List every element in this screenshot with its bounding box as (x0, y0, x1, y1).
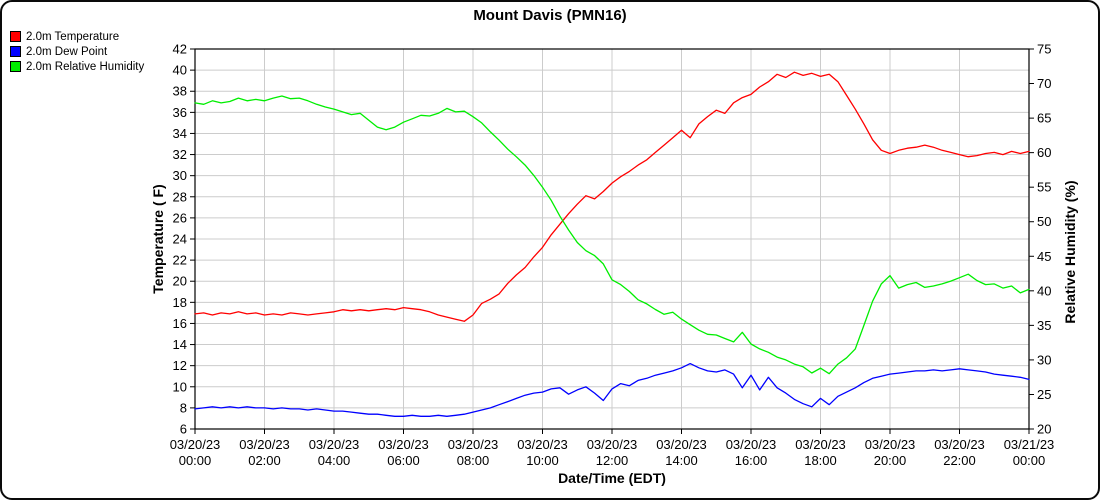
svg-text:18: 18 (173, 295, 187, 310)
legend-item-label: 2.0m Temperature (26, 30, 120, 43)
svg-text:30: 30 (173, 168, 187, 183)
svg-text:65: 65 (1037, 111, 1051, 126)
axis-tick-labels: 42 40 38 36 34 32 30 28 26 24 22 20 18 16 14 12 10 8 6 75 70… (170, 42, 1055, 469)
x-axis-title: Date/Time (EDT) (558, 470, 666, 486)
svg-text:18:00: 18:00 (804, 453, 837, 468)
svg-text:04:00: 04:00 (318, 453, 351, 468)
legend-item-label: 2.0m Relative Humidity (26, 60, 145, 73)
svg-text:32: 32 (173, 147, 187, 162)
svg-text:24: 24 (173, 232, 187, 247)
svg-text:03/20/23: 03/20/23 (517, 437, 568, 452)
gridlines (195, 49, 1029, 429)
svg-text:6: 6 (180, 422, 187, 437)
series-lines (194, 71, 1030, 417)
series-line-2-0m-temperature (194, 71, 1030, 322)
svg-text:22:00: 22:00 (943, 453, 976, 468)
svg-text:25: 25 (1037, 387, 1051, 402)
svg-text:20: 20 (173, 274, 187, 289)
series-line-2-0m-relative-humidity (194, 95, 1030, 375)
svg-text:03/20/23: 03/20/23 (587, 437, 638, 452)
svg-text:35: 35 (1037, 318, 1051, 333)
svg-text:03/20/23: 03/20/23 (934, 437, 985, 452)
svg-text:06:00: 06:00 (387, 453, 420, 468)
axis-ticks (190, 48, 1034, 434)
legend-item: 2.0m Dew Point (10, 44, 144, 59)
svg-text:12: 12 (173, 358, 187, 373)
svg-text:55: 55 (1037, 180, 1051, 195)
legend-swatch-icon (10, 46, 21, 57)
svg-text:00:00: 00:00 (1013, 453, 1046, 468)
svg-text:75: 75 (1037, 42, 1051, 57)
svg-text:03/20/23: 03/20/23 (448, 437, 499, 452)
svg-text:16:00: 16:00 (735, 453, 768, 468)
chart-title: Mount Davis (PMN16) (473, 7, 627, 24)
svg-text:34: 34 (173, 126, 187, 141)
svg-text:40: 40 (173, 63, 187, 78)
svg-text:22: 22 (173, 253, 187, 268)
svg-text:42: 42 (173, 42, 187, 57)
svg-text:03/20/23: 03/20/23 (865, 437, 916, 452)
svg-text:14:00: 14:00 (665, 453, 698, 468)
legend-item-label: 2.0m Dew Point (26, 45, 108, 58)
svg-text:12:00: 12:00 (596, 453, 629, 468)
svg-text:36: 36 (173, 105, 187, 120)
svg-text:38: 38 (173, 84, 187, 99)
svg-text:8: 8 (180, 400, 187, 415)
svg-text:26: 26 (173, 210, 187, 225)
svg-text:20: 20 (1037, 422, 1051, 437)
svg-text:03/20/23: 03/20/23 (239, 437, 290, 452)
svg-text:03/20/23: 03/20/23 (795, 437, 846, 452)
svg-text:60: 60 (1037, 145, 1051, 160)
svg-text:70: 70 (1037, 76, 1051, 91)
svg-text:03/20/23: 03/20/23 (378, 437, 429, 452)
legend-item: 2.0m Temperature (10, 29, 144, 44)
svg-text:03/20/23: 03/20/23 (170, 437, 221, 452)
svg-text:28: 28 (173, 189, 187, 204)
series-line-2-0m-dew-point (194, 362, 1030, 417)
svg-text:14: 14 (173, 337, 187, 352)
legend-item: 2.0m Relative Humidity (10, 59, 144, 74)
svg-text:45: 45 (1037, 249, 1051, 264)
svg-text:03/20/23: 03/20/23 (726, 437, 777, 452)
legend: 2.0m Temperature 2.0m Dew Point 2.0m Relat… (10, 29, 144, 74)
svg-text:50: 50 (1037, 214, 1051, 229)
svg-text:00:00: 00:00 (179, 453, 212, 468)
svg-text:16: 16 (173, 316, 187, 331)
legend-swatch-icon (10, 61, 21, 72)
legend-swatch-icon (10, 31, 21, 42)
svg-text:03/20/23: 03/20/23 (309, 437, 360, 452)
svg-text:03/21/23: 03/21/23 (1004, 437, 1055, 452)
svg-text:30: 30 (1037, 352, 1051, 367)
svg-text:10:00: 10:00 (526, 453, 559, 468)
svg-text:20:00: 20:00 (874, 453, 907, 468)
svg-text:10: 10 (173, 379, 187, 394)
svg-text:08:00: 08:00 (457, 453, 490, 468)
svg-text:40: 40 (1037, 283, 1051, 298)
svg-text:03/20/23: 03/20/23 (656, 437, 707, 452)
svg-text:02:00: 02:00 (248, 453, 281, 468)
